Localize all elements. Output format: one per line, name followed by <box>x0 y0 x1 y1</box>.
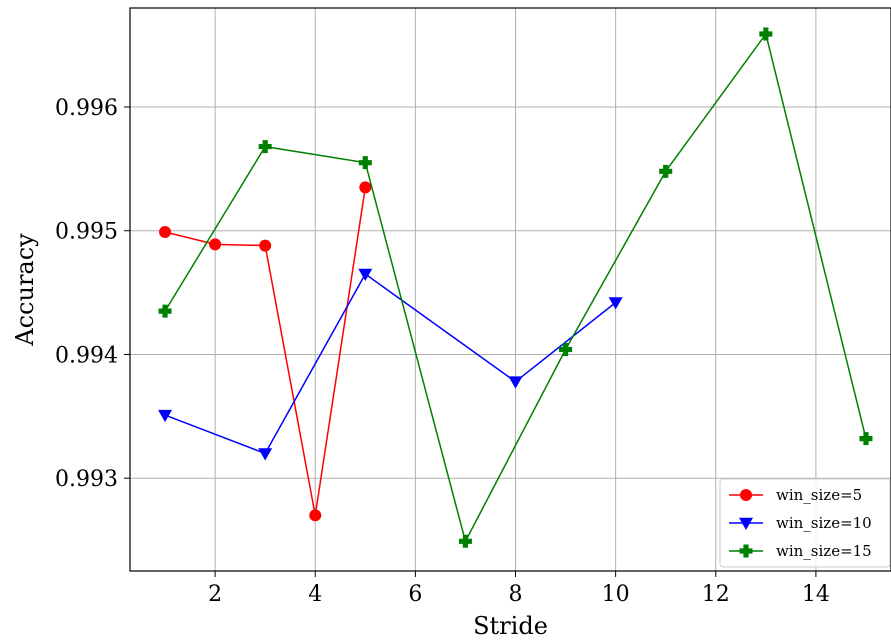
data-point <box>659 164 673 178</box>
legend-entry: win_size=10 <box>729 514 872 532</box>
data-point <box>159 225 172 238</box>
y-axis-title: Accuracy <box>11 233 39 347</box>
series-line <box>164 32 867 544</box>
data-point <box>158 409 173 423</box>
series-group <box>158 27 873 548</box>
data-point <box>359 181 372 194</box>
data-point <box>608 297 623 310</box>
x-tick-label: 12 <box>702 582 730 607</box>
legend-marker <box>740 489 752 501</box>
x-tick-label: 10 <box>602 582 630 607</box>
x-tick-label: 14 <box>802 582 830 607</box>
x-tick-label: 4 <box>308 582 322 607</box>
axis-ticks: 2 4 6 8 10 12 14 0.993 0.994 0.995 0.996 <box>55 96 830 607</box>
legend-label: win_size=15 <box>776 542 872 560</box>
data-point <box>258 140 272 154</box>
data-point <box>759 27 773 41</box>
x-tick-label: 6 <box>408 582 422 607</box>
x-axis-title: Stride <box>473 612 548 640</box>
data-point <box>309 509 322 522</box>
x-tick-label: 8 <box>509 582 523 607</box>
x-tick-label: 2 <box>208 582 222 607</box>
data-point <box>158 304 172 318</box>
legend-marker <box>739 517 753 530</box>
grid <box>130 8 891 571</box>
y-tick-label: 0.996 <box>55 96 118 121</box>
data-point <box>458 534 472 548</box>
data-point <box>508 376 523 389</box>
data-point <box>559 343 573 357</box>
legend-entry: win_size=5 <box>729 486 862 504</box>
y-tick-label: 0.994 <box>55 343 118 368</box>
data-point <box>358 156 372 170</box>
series-3 <box>158 27 873 548</box>
y-tick-label: 0.995 <box>55 220 118 245</box>
y-tick-label: 0.993 <box>55 467 118 492</box>
legend-marker <box>739 544 753 558</box>
data-point <box>209 238 222 251</box>
data-point <box>358 268 373 282</box>
plot-frame <box>129 7 891 572</box>
legend: win_size=5 win_size=10 win_size=15 <box>719 478 891 568</box>
series-2 <box>158 268 623 461</box>
data-point <box>258 448 273 461</box>
series-1 <box>159 181 372 522</box>
data-point <box>859 432 873 446</box>
legend-box <box>719 478 891 568</box>
legend-entry: win_size=15 <box>729 542 872 560</box>
legend-label: win_size=5 <box>776 486 862 504</box>
legend-label: win_size=10 <box>776 514 872 532</box>
data-point <box>259 239 272 252</box>
